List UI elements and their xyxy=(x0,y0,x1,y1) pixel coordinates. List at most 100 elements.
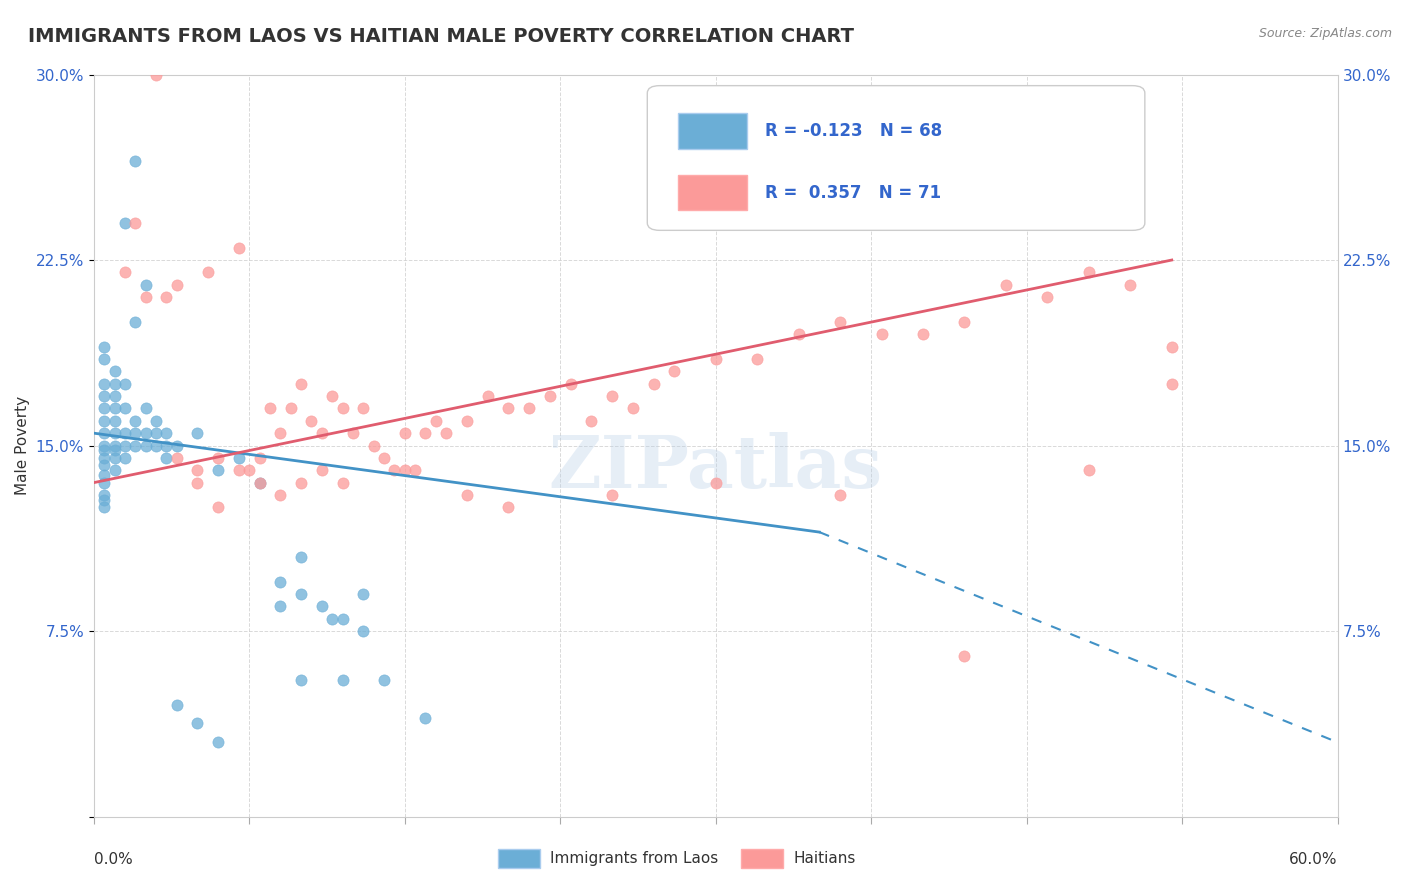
Point xyxy=(135,426,157,441)
Point xyxy=(186,426,208,441)
Point xyxy=(124,216,146,230)
Point xyxy=(1160,340,1182,354)
Point xyxy=(373,450,395,465)
Point xyxy=(186,715,208,730)
Point xyxy=(290,549,312,564)
Point xyxy=(103,438,125,452)
Point xyxy=(787,327,810,342)
Point xyxy=(145,68,167,82)
Point xyxy=(394,463,416,477)
Point xyxy=(456,414,478,428)
Point xyxy=(155,450,177,465)
Point xyxy=(434,426,457,441)
Point xyxy=(93,458,115,473)
Point xyxy=(1160,376,1182,391)
Point xyxy=(238,463,260,477)
Point xyxy=(155,438,177,452)
Point xyxy=(830,315,852,329)
Point xyxy=(114,376,136,391)
Point xyxy=(321,612,343,626)
Point xyxy=(114,265,136,279)
Point xyxy=(1036,290,1059,304)
Point xyxy=(269,426,291,441)
Point xyxy=(560,376,582,391)
Point xyxy=(352,624,374,638)
Point xyxy=(1119,277,1142,292)
Point xyxy=(197,265,219,279)
Point xyxy=(103,450,125,465)
Point xyxy=(228,241,250,255)
Text: IMMIGRANTS FROM LAOS VS HAITIAN MALE POVERTY CORRELATION CHART: IMMIGRANTS FROM LAOS VS HAITIAN MALE POV… xyxy=(28,27,853,45)
Point xyxy=(228,463,250,477)
Point xyxy=(517,401,540,416)
Point xyxy=(103,443,125,458)
Point xyxy=(1077,265,1099,279)
Point xyxy=(704,351,727,366)
Point xyxy=(93,468,115,483)
Point xyxy=(290,376,312,391)
Point xyxy=(911,327,934,342)
Point xyxy=(259,401,281,416)
Point xyxy=(145,438,167,452)
Point xyxy=(352,401,374,416)
Point xyxy=(290,587,312,601)
Point xyxy=(415,426,437,441)
Point xyxy=(394,426,416,441)
Text: Immigrants from Laos: Immigrants from Laos xyxy=(550,851,718,866)
Point xyxy=(311,599,333,614)
Point xyxy=(93,401,115,416)
Point xyxy=(124,154,146,169)
Point xyxy=(166,438,188,452)
Y-axis label: Male Poverty: Male Poverty xyxy=(15,396,30,495)
FancyBboxPatch shape xyxy=(647,86,1144,230)
Point xyxy=(498,401,520,416)
Point xyxy=(621,401,644,416)
Point xyxy=(103,376,125,391)
Point xyxy=(93,438,115,452)
Point xyxy=(93,414,115,428)
Text: 0.0%: 0.0% xyxy=(94,852,132,867)
Point xyxy=(166,698,188,713)
Point xyxy=(114,216,136,230)
Point xyxy=(953,648,976,663)
Point xyxy=(93,376,115,391)
Point xyxy=(363,438,385,452)
Point xyxy=(311,463,333,477)
Point xyxy=(124,438,146,452)
Point xyxy=(93,475,115,490)
Point xyxy=(103,463,125,477)
Text: 60.0%: 60.0% xyxy=(1289,852,1337,867)
Point xyxy=(114,401,136,416)
Point xyxy=(953,315,976,329)
Point xyxy=(186,475,208,490)
Point xyxy=(186,463,208,477)
Point xyxy=(135,401,157,416)
Point xyxy=(207,450,229,465)
Point xyxy=(382,463,405,477)
Point xyxy=(114,450,136,465)
Point xyxy=(870,327,893,342)
Point xyxy=(166,277,188,292)
Point xyxy=(114,438,136,452)
Point xyxy=(93,488,115,502)
Point xyxy=(280,401,302,416)
Point xyxy=(93,351,115,366)
Point xyxy=(93,500,115,515)
Point xyxy=(166,450,188,465)
Point xyxy=(415,710,437,724)
Point xyxy=(103,364,125,378)
Point xyxy=(477,389,499,403)
Text: ZIPatlas: ZIPatlas xyxy=(548,433,883,503)
Point xyxy=(404,463,426,477)
Point xyxy=(114,426,136,441)
Point xyxy=(207,463,229,477)
Point xyxy=(135,290,157,304)
Point xyxy=(155,290,177,304)
Text: Source: ZipAtlas.com: Source: ZipAtlas.com xyxy=(1258,27,1392,40)
Point xyxy=(249,450,271,465)
Point xyxy=(249,475,271,490)
Point xyxy=(600,389,623,403)
Point xyxy=(93,492,115,507)
Point xyxy=(830,488,852,502)
Point xyxy=(704,475,727,490)
